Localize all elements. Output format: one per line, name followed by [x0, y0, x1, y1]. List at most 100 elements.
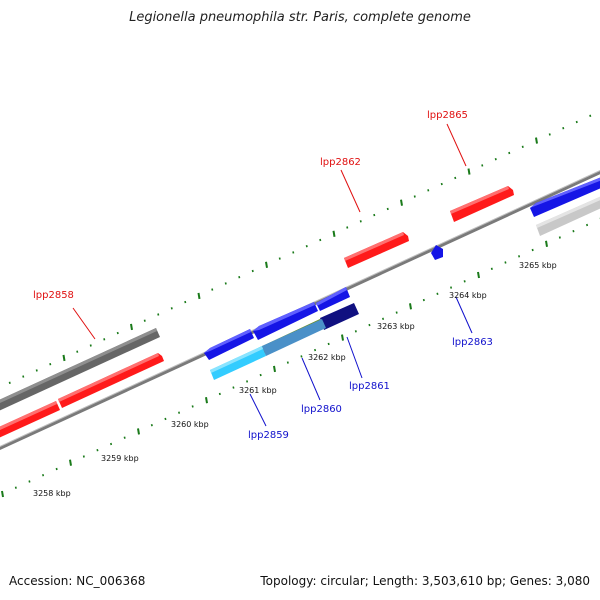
outer-scale-ticks	[8, 114, 592, 384]
minor-tick	[440, 182, 443, 186]
major-tick	[535, 137, 538, 144]
minor-tick	[224, 282, 227, 285]
minor-tick	[386, 207, 389, 211]
minor-tick	[246, 380, 249, 383]
minor-tick	[359, 220, 362, 223]
minor-tick	[116, 331, 119, 335]
major-tick	[273, 365, 276, 373]
minor-tick	[35, 369, 38, 372]
major-tick	[197, 292, 201, 300]
gene-feature-lpp2860-lower[interactable]	[262, 319, 326, 356]
minor-tick	[346, 226, 349, 229]
gene-label-lpp2860[interactable]: lpp2860	[301, 404, 342, 415]
scale-label-3261: 3261 kbp	[239, 386, 277, 395]
inner-scale-ticks	[1, 217, 600, 498]
minor-tick	[49, 363, 52, 366]
minor-tick	[450, 286, 453, 289]
minor-tick	[76, 350, 79, 353]
gene-feature-red-left[interactable]	[0, 401, 60, 441]
gene-label-lpp2859[interactable]: lpp2859	[248, 430, 289, 441]
major-tick	[477, 271, 480, 279]
minor-tick	[232, 386, 235, 389]
minor-tick	[89, 344, 92, 347]
minor-tick	[8, 381, 11, 384]
major-tick	[137, 428, 140, 435]
major-tick	[409, 303, 412, 310]
gene-label-lpp2863[interactable]: lpp2863	[452, 337, 493, 348]
minor-tick	[278, 257, 281, 260]
minor-tick	[558, 236, 561, 239]
minor-tick	[373, 213, 376, 217]
gene-feature-lpp2863[interactable]	[431, 245, 443, 260]
minor-tick	[586, 223, 589, 227]
minor-tick	[259, 373, 262, 377]
minor-tick	[575, 120, 578, 124]
minor-tick	[368, 323, 371, 327]
minor-tick	[305, 245, 308, 248]
scale-label-3263: 3263 kbp	[377, 322, 415, 331]
genome-summary-text: Topology: circular; Length: 3,503,610 bp…	[260, 574, 590, 588]
major-tick	[467, 168, 471, 175]
minor-tick	[481, 164, 484, 167]
minor-tick	[504, 261, 507, 264]
gene-feature-lpp2861-lower[interactable]	[320, 303, 359, 330]
gene-feature-lpp2862[interactable]	[344, 232, 409, 268]
minor-tick	[572, 230, 575, 233]
minor-tick	[218, 392, 221, 396]
minor-tick	[28, 480, 31, 483]
minor-tick	[327, 342, 330, 346]
minor-tick	[42, 474, 45, 477]
label-connectors	[72, 123, 473, 427]
major-tick	[400, 199, 403, 206]
minor-tick	[14, 486, 17, 489]
scale-label-3259: 3259 kbp	[101, 454, 139, 463]
gene-feature-lpp2859-lower[interactable]	[210, 346, 266, 380]
minor-tick	[238, 276, 241, 279]
minor-tick	[521, 145, 524, 148]
gene-feature-grey-right[interactable]	[536, 195, 600, 236]
minor-tick	[422, 298, 425, 302]
gene-feature-lpp2861-upper[interactable]	[316, 287, 350, 311]
minor-tick	[463, 280, 466, 283]
minor-tick	[103, 338, 106, 341]
minor-tick	[314, 348, 317, 352]
gene-feature-lpp2860-upper[interactable]	[253, 302, 318, 340]
minor-tick	[490, 267, 493, 270]
minor-tick	[184, 300, 187, 304]
minor-tick	[518, 255, 521, 258]
minor-tick	[55, 467, 58, 471]
minor-tick	[82, 455, 85, 458]
minor-tick	[494, 158, 497, 161]
minor-tick	[150, 424, 153, 427]
minor-tick	[251, 269, 254, 273]
minor-tick	[157, 313, 160, 316]
major-tick	[130, 323, 133, 331]
gene-feature-lpp2865[interactable]	[450, 186, 514, 222]
minor-tick	[454, 176, 457, 180]
major-tick	[62, 354, 66, 362]
gene-feature-lpp2858[interactable]	[58, 353, 164, 408]
gene-label-lpp2861[interactable]: lpp2861	[349, 381, 390, 392]
minor-tick	[436, 292, 439, 295]
minor-tick	[178, 411, 181, 414]
minor-tick	[143, 319, 146, 322]
gene-label-lpp2858[interactable]: lpp2858	[33, 290, 74, 301]
minor-tick	[548, 133, 551, 136]
accession-text: Accession: NC_006368	[9, 574, 146, 588]
gene-feature-blue-right[interactable]	[530, 176, 600, 217]
gene-feature-grey-left[interactable]	[0, 328, 160, 414]
minor-tick	[354, 330, 357, 333]
major-tick	[69, 459, 72, 466]
scale-label-3262: 3262 kbp	[308, 353, 346, 362]
minor-tick	[300, 355, 303, 358]
gene-label-lpp2862[interactable]: lpp2862	[320, 157, 361, 168]
gene-label-lpp2865[interactable]: lpp2865	[427, 110, 468, 121]
scale-label-3260: 3260 kbp	[171, 420, 209, 429]
minor-tick	[110, 442, 113, 446]
minor-tick	[589, 114, 592, 117]
major-tick	[341, 334, 344, 341]
major-tick	[545, 240, 548, 247]
map-title: Legionella pneumophila str. Paris, compl…	[129, 10, 471, 25]
gene-feature-lpp2859-upper[interactable]	[204, 329, 254, 360]
